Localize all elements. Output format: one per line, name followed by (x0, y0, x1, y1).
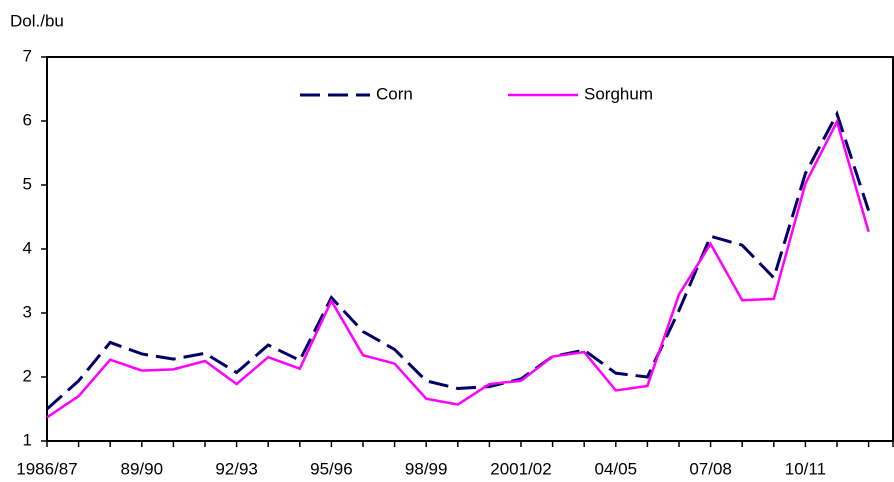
x-tick-label: 2001/02 (490, 459, 551, 478)
legend-label: Sorghum (584, 84, 653, 103)
y-tick-label: 5 (23, 174, 32, 193)
data-line (46, 110, 871, 411)
x-tick-label: 98/99 (405, 459, 448, 478)
legend-label: Corn (376, 84, 413, 103)
y-tick-label: 6 (23, 110, 32, 129)
data-line (46, 118, 870, 419)
x-tick-label: 95/96 (310, 459, 353, 478)
x-tick-label: 89/90 (121, 459, 164, 478)
x-tick-label: 10/11 (785, 459, 826, 478)
y-tick-label: 2 (23, 366, 32, 385)
plot-frame (46, 56, 894, 442)
x-tick-label: 1986/87 (16, 459, 77, 478)
y-tick-label: 3 (23, 302, 32, 321)
x-tick-label: 92/93 (215, 459, 258, 478)
y-tick-label: 7 (23, 46, 32, 65)
x-tick-label: 07/08 (689, 459, 732, 478)
y-tick-label: 4 (23, 238, 32, 257)
x-tick-label: 04/05 (595, 459, 638, 478)
y-tick-label: 1 (23, 430, 32, 449)
y-axis-label: Dol./bu (10, 11, 64, 30)
